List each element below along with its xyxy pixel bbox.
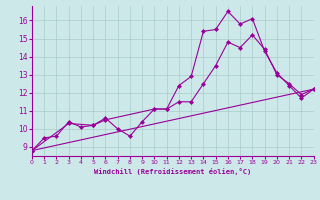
X-axis label: Windchill (Refroidissement éolien,°C): Windchill (Refroidissement éolien,°C) — [94, 168, 252, 175]
